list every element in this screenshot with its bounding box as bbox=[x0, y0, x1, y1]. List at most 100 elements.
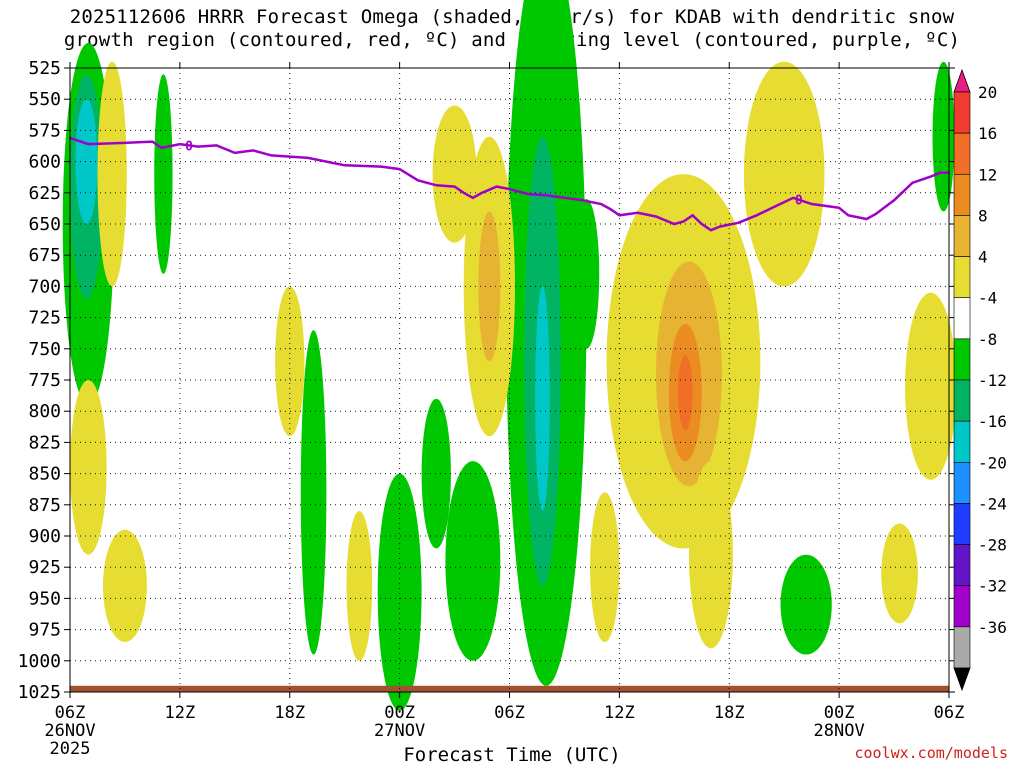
colorbar-label: -16 bbox=[978, 412, 1007, 431]
omega-shading bbox=[62, 0, 957, 711]
omega-field-negative-2 bbox=[75, 99, 98, 224]
omega-field-positive-24 bbox=[677, 355, 693, 430]
colorbar-label: -12 bbox=[978, 371, 1007, 390]
colorbar-label: -28 bbox=[978, 536, 1007, 555]
omega-field-positive-27 bbox=[688, 461, 733, 649]
colorbar-top-arrow bbox=[953, 68, 971, 93]
y-tick-label: 700 bbox=[28, 276, 61, 297]
omega-field-positive-30 bbox=[346, 511, 373, 661]
x-tick-label: 06Z bbox=[934, 703, 965, 723]
colorbar-label: -32 bbox=[978, 577, 1007, 596]
y-tick-label: 625 bbox=[28, 183, 61, 204]
y-tick-label: 800 bbox=[28, 401, 61, 422]
y-tick-label: 1000 bbox=[18, 651, 61, 672]
colorbar-label: 20 bbox=[978, 83, 997, 102]
y-tick-label: 900 bbox=[28, 526, 61, 547]
x-date-label: 28NOV bbox=[814, 721, 865, 741]
omega-field-negative-11 bbox=[573, 199, 600, 349]
x-date-label: 26NOV bbox=[44, 721, 95, 741]
freezing-level-label-0: 0 bbox=[185, 139, 193, 154]
source-credit: coolwx.com/models bbox=[854, 744, 1008, 762]
x-tick-label: 00Z bbox=[384, 703, 415, 723]
omega-field-negative-13 bbox=[932, 61, 955, 212]
x-tick-label: 18Z bbox=[714, 703, 745, 723]
omega-field-negative-12 bbox=[780, 554, 832, 655]
colorbar-label: 8 bbox=[978, 206, 988, 225]
x-tick-label: 00Z bbox=[824, 703, 855, 723]
y-tick-label: 575 bbox=[28, 120, 61, 141]
y-tick-label: 650 bbox=[28, 214, 61, 235]
colorbar-bottom-arrow bbox=[953, 667, 971, 692]
colorbar-label: -24 bbox=[978, 494, 1007, 513]
colorbar-bin bbox=[953, 544, 971, 587]
chart-title-line-2: growth region (contoured, red, ºC) and f… bbox=[63, 29, 961, 51]
y-tick-label: 850 bbox=[28, 464, 61, 485]
colorbar-label: -36 bbox=[978, 618, 1007, 637]
y-tick-label: 775 bbox=[28, 370, 61, 391]
x-tick-label: 12Z bbox=[604, 703, 635, 723]
colorbar-bin bbox=[953, 297, 971, 340]
colorbar-label: 16 bbox=[978, 124, 997, 143]
chart-title: 2025112606 HRRR Forecast Omega (shaded, … bbox=[0, 6, 1024, 52]
y-tick-label: 550 bbox=[28, 89, 61, 110]
colorbar-bin bbox=[953, 626, 971, 669]
x-axis-title: Forecast Time (UTC) bbox=[403, 744, 621, 766]
freezing-level-label-1: 0 bbox=[795, 194, 803, 209]
x-year-label: 2025 bbox=[50, 739, 91, 759]
colorbar-bin bbox=[953, 91, 971, 134]
colorbar-bin bbox=[953, 173, 971, 216]
x-date-label: 27NOV bbox=[374, 721, 425, 741]
colorbar-bin bbox=[953, 256, 971, 299]
omega-field-positive-20 bbox=[478, 211, 501, 362]
y-tick-label: 875 bbox=[28, 495, 61, 516]
omega-field-positive-14 bbox=[97, 61, 127, 287]
y-tick-label: 525 bbox=[28, 58, 61, 79]
omega-field-positive-16 bbox=[102, 529, 147, 643]
grid-lines bbox=[70, 68, 949, 692]
colorbar-label: -20 bbox=[978, 453, 1007, 472]
omega-field-positive-18 bbox=[432, 105, 477, 243]
omega-field-negative-10 bbox=[535, 286, 550, 512]
colorbar-bin bbox=[953, 503, 971, 545]
y-tick-label: 925 bbox=[28, 557, 61, 578]
colorbar-label: 12 bbox=[978, 165, 997, 184]
omega-field-negative-7 bbox=[445, 461, 501, 661]
chart-title-line-1: 2025112606 HRRR Forecast Omega (shaded, … bbox=[69, 6, 955, 28]
omega-field-negative-4 bbox=[300, 330, 327, 655]
freezing-level-line bbox=[69, 136, 949, 232]
omega-field-positive-15 bbox=[70, 380, 107, 555]
y-tick-label: 725 bbox=[28, 308, 61, 329]
colorbar-label: 4 bbox=[978, 248, 988, 267]
omega-field-negative-3 bbox=[154, 74, 173, 274]
x-tick-label: 18Z bbox=[274, 703, 305, 723]
omega-field-negative-5 bbox=[377, 473, 422, 711]
y-tick-label: 825 bbox=[28, 432, 61, 453]
y-tick-label: 600 bbox=[28, 152, 61, 173]
omega-field-negative-6 bbox=[421, 398, 451, 549]
x-tick-label: 06Z bbox=[55, 703, 86, 723]
colorbar-bin bbox=[953, 132, 971, 175]
omega-field-positive-26 bbox=[590, 492, 620, 643]
y-tick-label: 675 bbox=[28, 245, 61, 266]
omega-field-positive-17 bbox=[275, 286, 305, 437]
x-tick-label: 12Z bbox=[165, 703, 196, 723]
omega-field-positive-28 bbox=[905, 292, 957, 480]
colorbar-bin bbox=[953, 585, 971, 628]
colorbar-label: -4 bbox=[978, 289, 997, 308]
omega-field-positive-29 bbox=[881, 523, 918, 624]
omega-field-positive-25 bbox=[743, 61, 825, 287]
y-axis: 525 550 575 600 625 650 675 700 725 750 775 800 825 8… bbox=[18, 58, 955, 703]
colorbar-bin bbox=[953, 461, 971, 504]
colorbar-bin bbox=[953, 420, 971, 463]
colorbar-bin bbox=[953, 379, 971, 422]
colorbar: 20 16 12 8 4 -4 -8 -12 -16 -20 -24 -28 -32 -36 bbox=[953, 68, 1007, 692]
y-tick-label: 750 bbox=[28, 339, 61, 360]
y-tick-label: 975 bbox=[28, 620, 61, 641]
y-tick-label: 950 bbox=[28, 588, 61, 609]
colorbar-bin bbox=[953, 338, 971, 381]
colorbar-bin bbox=[953, 215, 971, 257]
x-tick-label: 06Z bbox=[494, 703, 525, 723]
colorbar-label: -8 bbox=[978, 330, 997, 349]
